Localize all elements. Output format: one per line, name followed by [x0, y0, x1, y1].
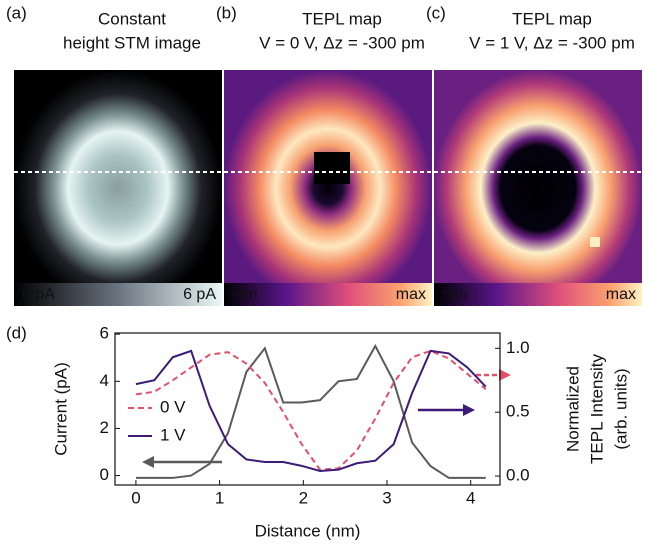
- panel-title: V = 1 V, Δz = -300 pm: [469, 33, 635, 52]
- y-tick-label: 0: [100, 465, 109, 484]
- chart-arrows: [142, 369, 511, 468]
- x-tick-label: 0: [131, 488, 140, 507]
- x-axis-label: Distance (nm): [255, 521, 361, 540]
- stm-image: [14, 70, 222, 306]
- y-tick-label: 6: [100, 324, 109, 343]
- x-tick-label: 1: [215, 488, 224, 507]
- arrow-head: [463, 404, 475, 416]
- colorbar-min-label: 0 pA: [22, 286, 55, 303]
- bright-pixel: [590, 237, 600, 247]
- y-axis-label: Current (pA): [51, 362, 70, 456]
- colorbar-max-label: max: [606, 286, 636, 303]
- y2-tick-label: 0.0: [506, 466, 530, 485]
- legend-label: 0 V: [160, 397, 186, 416]
- arrow-head: [142, 456, 154, 468]
- panel-title: Constant: [98, 9, 166, 28]
- panel-title: TEPL map: [512, 9, 592, 28]
- y2-axis-label: (arb. units): [611, 368, 630, 449]
- x-tick-label: 3: [382, 488, 391, 507]
- y2-axis-label: TEPL Intensity: [587, 354, 606, 464]
- map-images: [14, 70, 642, 306]
- panel-label: (c): [426, 3, 446, 22]
- colorbar-max-label: 6 pA: [183, 286, 216, 303]
- panel-label: (d): [6, 323, 27, 342]
- y2-tick-label: 0.5: [506, 402, 530, 421]
- y-tick-label: 4: [100, 371, 109, 390]
- panel-label: (a): [6, 3, 27, 22]
- colorbar-max-label: max: [396, 286, 426, 303]
- figure: (a) Constant height STM image 0 pA 6 pA (b) TE…: [0, 0, 651, 550]
- panel-title: TEPL map: [302, 9, 382, 28]
- x-tick-label: 2: [299, 488, 308, 507]
- dark-center: [314, 152, 350, 184]
- colorbar-min-label: min: [232, 286, 258, 303]
- x-tick-label: 4: [466, 488, 475, 507]
- panel-label: (b): [216, 3, 237, 22]
- y2-axis-label: Normalized: [563, 366, 582, 452]
- y2-tick-label: 1.0: [506, 338, 530, 357]
- panel-title: V = 0 V, Δz = -300 pm: [259, 33, 425, 52]
- legend-label: 1 V: [160, 425, 186, 444]
- tepl-map-1v: [434, 70, 642, 306]
- tepl-map-0v: [224, 70, 432, 306]
- panel-title: height STM image: [63, 33, 201, 52]
- y-tick-label: 2: [100, 418, 109, 437]
- arrow-head: [499, 369, 511, 381]
- colorbar-min-label: min: [442, 286, 468, 303]
